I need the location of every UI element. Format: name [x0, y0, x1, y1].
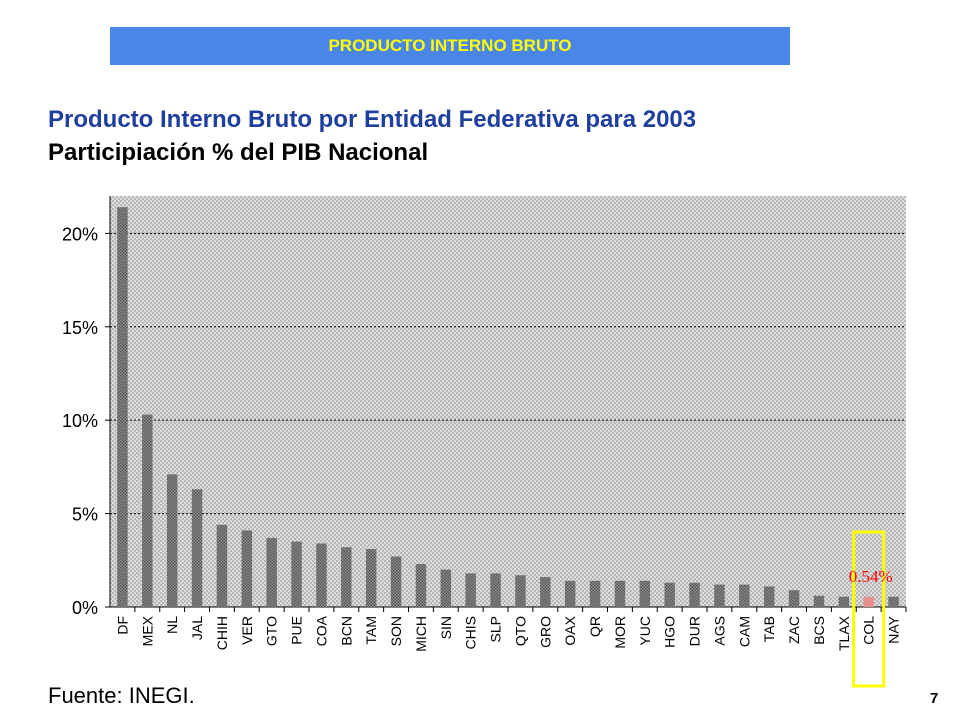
y-tick-label: 10%	[62, 411, 98, 431]
bar-ver	[241, 530, 253, 607]
x-tick-label: NAY	[886, 615, 902, 643]
x-tick-label: CAM	[736, 616, 752, 647]
bar-mich	[415, 564, 427, 607]
page-number: 7	[930, 690, 939, 707]
bar-tlax	[838, 596, 850, 607]
x-tick-label: GRO	[537, 616, 553, 648]
highlight-box	[852, 530, 886, 688]
x-tick-label: SON	[388, 616, 404, 646]
bar-qr	[589, 580, 601, 607]
chart-title: Producto Interno Bruto por Entidad Feder…	[48, 106, 697, 133]
y-tick-label: 0%	[72, 598, 98, 618]
source-note: Fuente: INEGI.	[48, 683, 195, 708]
x-tick-label: MEX	[139, 615, 155, 646]
bar-chis	[465, 573, 476, 607]
bar-coa	[316, 543, 327, 607]
bar-bcn	[341, 547, 352, 607]
bar-cam	[739, 584, 750, 607]
x-tick-label: SLP	[488, 616, 504, 642]
bar-nl	[166, 474, 178, 607]
x-tick-label: GTO	[264, 616, 280, 646]
x-tick-label: CHIH	[214, 616, 230, 650]
bar-pue	[291, 541, 302, 607]
x-tick-label: ZAC	[786, 616, 802, 644]
bar-chih	[216, 524, 228, 607]
x-tick-label: MOR	[612, 616, 628, 649]
highlight-label: 0.54%	[849, 567, 893, 586]
y-tick-label: 5%	[72, 505, 98, 525]
x-tick-label: TAB	[761, 616, 777, 642]
bar-gto	[266, 537, 277, 607]
chart-subtitle: Participiación % del PIB Nacional	[48, 139, 429, 166]
bar-bcs	[813, 595, 825, 607]
header-title: PRODUCTO INTERNO BRUTO	[328, 36, 572, 55]
y-tick-label: 15%	[62, 318, 98, 338]
x-tick-label: PUE	[289, 616, 305, 645]
bar-son	[390, 556, 402, 607]
bar-mex	[142, 414, 153, 607]
bar-nay	[888, 596, 899, 607]
y-tick-label: 20%	[62, 224, 98, 244]
x-tick-label: BCN	[338, 616, 354, 646]
bar-col	[863, 596, 874, 607]
bar-slp	[490, 573, 501, 607]
bar-mor	[614, 580, 626, 607]
bar-tab	[763, 586, 775, 607]
bar-yuc	[639, 580, 651, 607]
x-tick-label: VER	[239, 616, 255, 645]
bar-hgo	[664, 582, 675, 607]
x-tick-label: QR	[587, 616, 603, 637]
x-tick-label: HGO	[662, 616, 678, 648]
x-tick-label: JAL	[189, 616, 205, 640]
x-tick-label: DUR	[687, 616, 703, 646]
x-tick-label: TAM	[363, 616, 379, 645]
bar-dur	[689, 582, 700, 607]
x-tick-label: TLAX	[836, 615, 852, 651]
header-bar: PRODUCTO INTERNO BRUTO	[110, 27, 790, 65]
x-tick-label: YUC	[637, 616, 653, 646]
x-tick-label: OAX	[562, 615, 578, 645]
bar-ags	[714, 584, 725, 607]
plot-background	[110, 196, 906, 607]
bar-qto	[515, 575, 526, 607]
bar-sin	[440, 569, 452, 607]
x-tick-label: AGS	[711, 616, 727, 646]
x-tick-label: DF	[114, 616, 130, 635]
bar-oax	[564, 580, 576, 607]
bar-gro	[540, 577, 551, 607]
bar-tam	[365, 549, 377, 607]
x-tick-label: BCS	[811, 616, 827, 645]
x-tick-label: QTO	[512, 616, 528, 646]
x-tick-label: MICH	[413, 616, 429, 652]
x-tick-label: SIN	[438, 616, 454, 639]
x-tick-label: COL	[861, 616, 877, 645]
bar-df	[117, 207, 128, 607]
x-tick-label: CHIS	[463, 616, 479, 649]
x-tick-label: COA	[313, 615, 329, 646]
x-tick-label: NL	[164, 616, 180, 634]
bar-zac	[788, 590, 800, 607]
bar-jal	[191, 489, 203, 607]
